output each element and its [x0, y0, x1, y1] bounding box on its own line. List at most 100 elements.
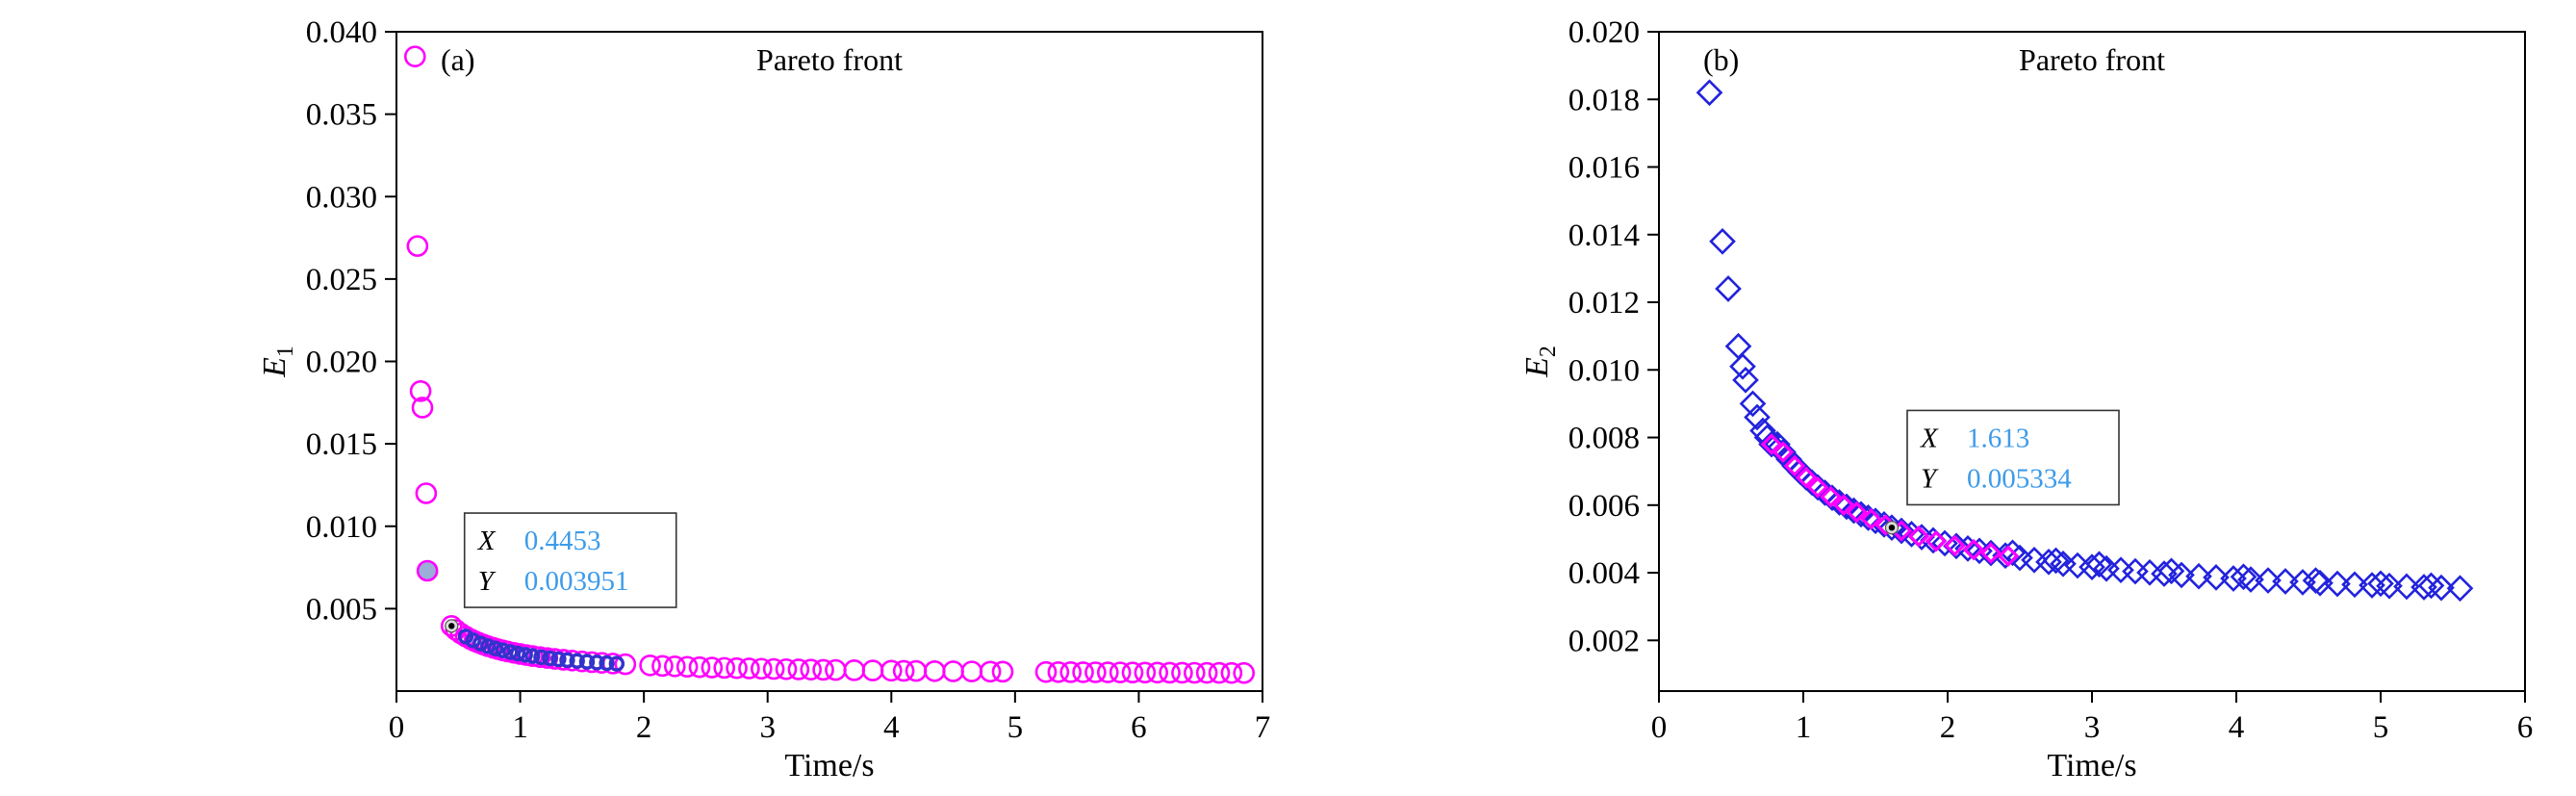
data-point [738, 657, 760, 680]
data-point [1195, 661, 1218, 684]
data-point [1772, 441, 1795, 464]
data-point [2185, 562, 2212, 590]
y-tick-label: 0.002 [1569, 624, 1640, 658]
data-point [487, 640, 504, 656]
data-point [750, 657, 773, 680]
x-tick-label: 0 [389, 710, 405, 745]
data-point [651, 655, 674, 678]
data-point [1795, 466, 1818, 489]
data-point [1034, 660, 1058, 683]
data-point [1696, 79, 1723, 107]
data-point [1084, 661, 1107, 683]
y-tick-label: 0.035 [306, 98, 377, 133]
data-point [569, 653, 585, 669]
chart-title: Pareto front [756, 42, 903, 77]
y-axis: 0.002 0.004 0.006 0.008 0.010 0.012 0.014 0.016… [1569, 15, 1659, 658]
data-point [892, 659, 915, 682]
data-point [2220, 565, 2247, 592]
x-axis: 0 1 2 3 4 5 6 [1651, 691, 2533, 745]
data-point [524, 648, 541, 664]
y-tick-label: 0.016 [1569, 151, 1640, 186]
x-tick-label: 2 [636, 710, 652, 745]
x-tick-label: 4 [2229, 710, 2245, 745]
y-tick-label: 0.020 [1569, 15, 1640, 50]
datatip-box [463, 512, 677, 608]
data-point [2302, 567, 2330, 594]
data-point [608, 655, 625, 672]
data-point [2417, 572, 2445, 600]
data-point [1744, 403, 1771, 431]
data-point [2203, 564, 2230, 591]
data-point [787, 658, 810, 680]
chart-title: Pareto front [2019, 42, 2165, 77]
data-point [843, 659, 866, 681]
data-point [2324, 570, 2351, 598]
y-axis-label: E2 [1519, 346, 1561, 378]
data-point [1997, 545, 2020, 567]
datatip-marker-dot [1888, 524, 1896, 531]
datatip-line-x: X 1.613 [1920, 423, 2029, 453]
y-tick-label: 0.004 [1569, 556, 1640, 591]
y-tick-label: 0.025 [306, 263, 377, 297]
data-point [1944, 534, 1966, 557]
data-point [880, 659, 903, 682]
data-point [1979, 542, 2002, 564]
y-tick-label: 0.040 [306, 15, 377, 50]
data-point [1846, 501, 1868, 524]
series-common-solutions-overlay [457, 629, 625, 672]
data-point [1729, 352, 1756, 380]
series-highlighted-filled-point [416, 559, 439, 582]
data-point [923, 659, 946, 682]
data-point [578, 654, 596, 670]
data-point [502, 644, 519, 660]
data-point [599, 655, 615, 672]
data-point [559, 652, 575, 669]
x-tick-label: 0 [1651, 710, 1668, 745]
y-tick-label: 0.006 [1569, 489, 1640, 524]
data-point [2289, 569, 2316, 596]
data-point [812, 658, 834, 681]
data-point [688, 655, 711, 679]
data-point [1739, 390, 1767, 418]
data-point [614, 653, 637, 676]
data-point [409, 380, 432, 402]
data-point [411, 397, 434, 419]
y-tick-label: 0.012 [1569, 286, 1640, 321]
x-tick-label: 2 [1940, 710, 1956, 745]
data-point [676, 655, 699, 679]
chart-svg(a): 0 1 2 3 4 5 6 70.0050.0100.0150.0200.0250.0300.… [257, 15, 1271, 783]
data-point [2168, 561, 2195, 589]
data-point [713, 656, 736, 680]
y-tick-label: 0.010 [306, 510, 377, 545]
data-point [479, 638, 497, 655]
datatip-line-y: Y 0.005334 [1921, 463, 2072, 494]
data-point [775, 657, 798, 680]
y-axis-label: E1 [257, 346, 298, 378]
pareto-front-panel-a: 0 1 2 3 4 5 6 7 0.005 0.010 0.015 0.020 0.025 0.030 0.… [242, 8, 1301, 787]
data-point [960, 660, 983, 682]
datatip-line-y: Y 0.003951 [478, 566, 629, 597]
data-point [1832, 494, 1855, 516]
data-point [1724, 332, 1752, 360]
data-point [2410, 574, 2437, 601]
data-point [1907, 525, 1930, 548]
data-point [517, 647, 533, 663]
x-tick-label: 5 [2373, 710, 2389, 745]
data-point [2393, 573, 2420, 601]
data-point [416, 559, 439, 582]
datatip: X 0.4453 Y 0.003951 [445, 512, 677, 633]
data-point [2367, 570, 2394, 598]
data-point [2237, 566, 2264, 593]
x-tick-label: 7 [1255, 710, 1271, 745]
data-point [1072, 661, 1094, 683]
y-tick-label: 0.008 [1569, 422, 1640, 456]
y-tick-label: 0.015 [306, 427, 377, 462]
data-point [1732, 366, 1759, 394]
data-point [1208, 661, 1231, 684]
x-axis-label: Time/s [2047, 748, 2136, 783]
data-point [905, 659, 928, 682]
data-point [2446, 575, 2474, 603]
data-point [2085, 551, 2113, 578]
data-point [979, 660, 1002, 683]
